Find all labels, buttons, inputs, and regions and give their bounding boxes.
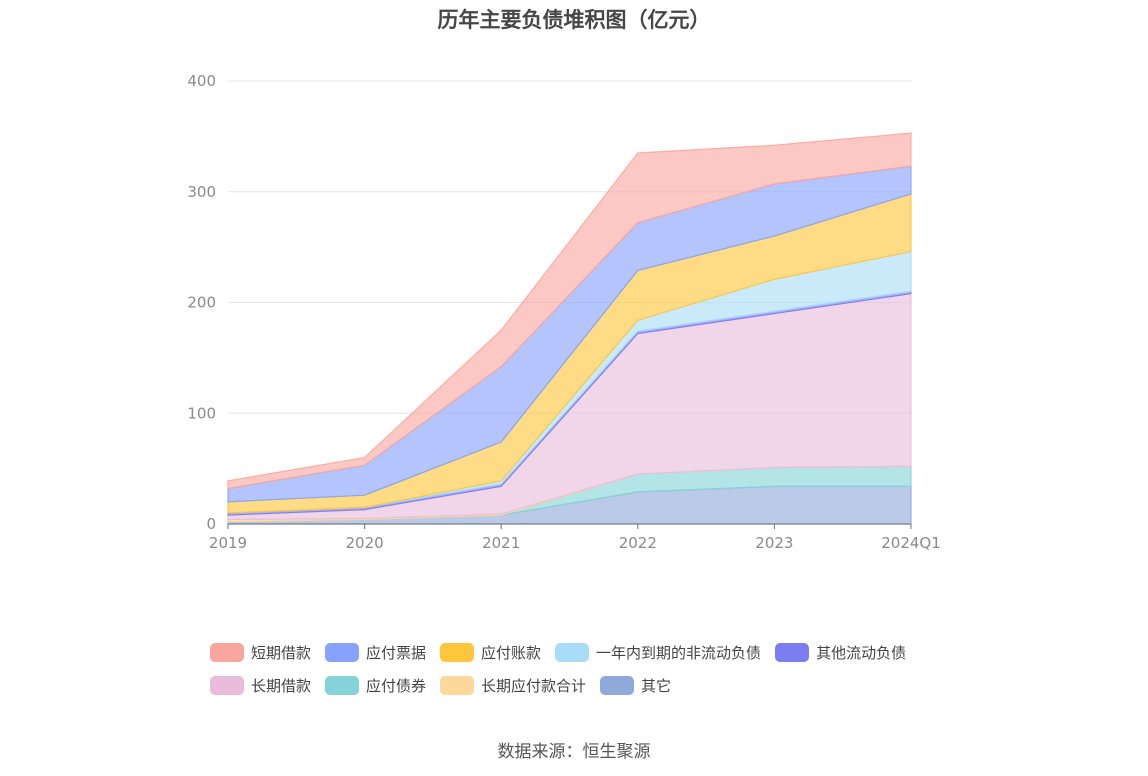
legend-label: 应付债券 (366, 676, 427, 695)
legend-item[interactable]: 其它 (600, 675, 671, 696)
legend-item[interactable]: 长期借款 (210, 675, 311, 696)
legend-swatch (555, 642, 590, 662)
y-tick-label: 200 (187, 294, 216, 312)
y-tick-label: 400 (187, 72, 216, 90)
legend-swatch (775, 642, 810, 662)
legend-row: 长期借款 应付债券 长期应付款合计 其它 (210, 673, 970, 697)
tick-labels: 0 100 200 300 400 2019 2020 2021 2022 2023 2024Q1 (187, 72, 940, 552)
legend-label: 其它 (641, 676, 672, 695)
legend-label: 应付票据 (366, 643, 427, 662)
data-source: 数据来源：恒生聚源 (497, 742, 651, 762)
x-tick-label: 2019 (209, 534, 247, 552)
chart-title: 历年主要负债堆积图（亿元） (437, 8, 711, 32)
legend-label: 长期应付款合计 (481, 676, 587, 695)
area-series (227, 132, 912, 525)
legend-label: 短期借款 (251, 643, 312, 662)
legend-item[interactable]: 应付票据 (325, 642, 426, 663)
legend-row: 短期借款 应付票据 应付账款 一年内到期的非流动负债 其他流动负债 (210, 640, 970, 664)
x-tick-label: 2023 (755, 534, 793, 552)
legend-label: 应付账款 (481, 643, 542, 662)
y-tick-label: 300 (187, 183, 216, 201)
x-tick-label: 2022 (619, 534, 657, 552)
legend-item[interactable]: 应付账款 (440, 642, 541, 663)
legend-label: 长期借款 (251, 676, 312, 695)
legend-swatch (325, 642, 360, 662)
legend-item[interactable]: 一年内到期的非流动负债 (555, 642, 761, 663)
legend-item[interactable]: 应付债券 (325, 675, 426, 696)
legend-swatch (210, 642, 244, 662)
legend-label: 一年内到期的非流动负债 (596, 643, 762, 662)
area-短期借款 (227, 132, 912, 490)
legend-swatch (210, 675, 244, 695)
legend-item[interactable]: 其他流动负债 (775, 642, 906, 663)
x-tick-label: 2024Q1 (881, 534, 941, 552)
x-tick-label: 2021 (482, 534, 520, 552)
legend-swatch (440, 675, 475, 695)
legend-swatch (325, 675, 360, 695)
legend-swatch (440, 642, 475, 662)
legend: 短期借款 应付票据 应付账款 一年内到期的非流动负债 其他流动负债长期借款 应付债券 长期应… (210, 640, 970, 706)
axes (227, 523, 912, 529)
x-tick-label: 2020 (346, 534, 384, 552)
legend-swatch (600, 675, 635, 695)
chart-plot: 0 100 200 300 400 2019 2020 2021 2022 2023 2024Q1 (187, 72, 940, 552)
legend-item[interactable]: 短期借款 (210, 642, 311, 663)
y-tick-label: 100 (187, 404, 216, 422)
legend-label: 其他流动负债 (816, 643, 907, 662)
y-tick-label: 0 (206, 515, 216, 533)
legend-item[interactable]: 长期应付款合计 (440, 675, 586, 696)
